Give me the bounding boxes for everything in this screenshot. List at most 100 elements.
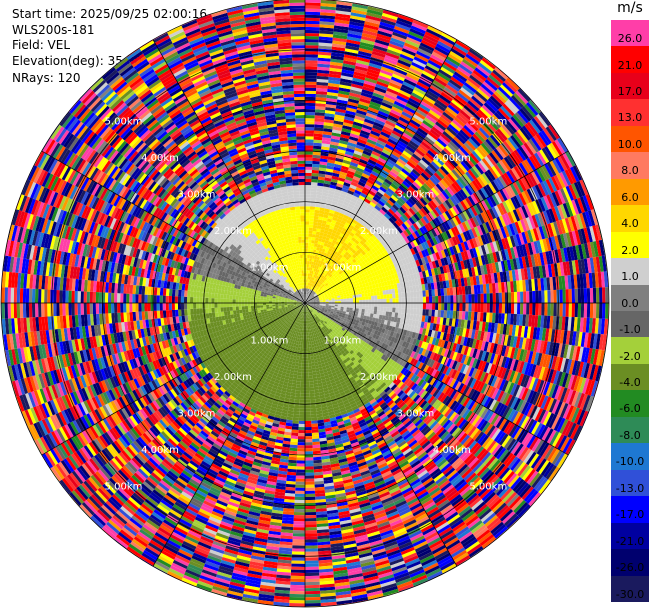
range-gate: [312, 255, 316, 259]
range-gate: [444, 303, 448, 311]
range-gate: [316, 78, 329, 83]
range-gate: [313, 258, 317, 263]
range-gate: [311, 274, 315, 278]
range-gate: [355, 308, 359, 312]
range-gate: [341, 162, 350, 168]
range-gate: [562, 289, 566, 303]
range-gate: [374, 306, 378, 311]
range-gate: [328, 228, 334, 233]
range-gate: [318, 238, 323, 242]
range-gate: [305, 297, 307, 301]
range-gate: [334, 16, 351, 22]
range-gate: [355, 294, 359, 298]
range-gate: [413, 297, 417, 303]
range-gate: [317, 219, 323, 224]
range-gate: [351, 156, 361, 162]
range-gate: [323, 230, 329, 235]
range-gate: [305, 270, 307, 274]
range-gate: [544, 303, 548, 316]
range-gate: [320, 241, 325, 246]
range-gate: [324, 116, 335, 121]
range-gate: [318, 213, 324, 218]
range-gate: [329, 147, 338, 152]
range-gate: [371, 303, 375, 307]
range-gate: [389, 40, 404, 49]
range-gate: [459, 303, 463, 312]
range-gate: [314, 275, 318, 279]
range-gate: [316, 244, 321, 248]
range-gate: [373, 310, 378, 315]
range-gate: [462, 294, 466, 303]
range-gate: [602, 303, 606, 319]
range-gate: [320, 251, 325, 256]
range-gate: [305, 145, 314, 149]
range-gate: [311, 270, 314, 275]
range-gate: [317, 241, 322, 245]
range-gate: [309, 289, 311, 293]
range-gate: [326, 243, 331, 248]
range-gate: [529, 291, 533, 303]
range-gate: [310, 273, 313, 278]
range-gate: [307, 282, 310, 286]
range-gate: [362, 124, 373, 131]
range-gate: [328, 187, 336, 192]
range-gate: [513, 291, 518, 303]
elevation: Elevation(deg): 35.00: [12, 54, 142, 68]
range-gate: [309, 258, 313, 262]
range-gate: [316, 194, 323, 199]
range-gate: [354, 65, 368, 72]
range-gate: [388, 43, 403, 51]
range-gate: [336, 102, 348, 108]
range-gate: [396, 17, 413, 26]
range-gate: [352, 124, 363, 131]
range-gate: [547, 303, 551, 316]
range-gate: [320, 204, 326, 209]
range-gate: [452, 310, 457, 319]
range-gate: [586, 288, 591, 303]
range-gate: [398, 292, 402, 299]
range-gate: [359, 41, 375, 49]
range-gate: [395, 303, 399, 308]
range-gate: [323, 183, 331, 188]
range-gate: [422, 303, 427, 310]
range-gate: [323, 211, 330, 216]
range-gate: [316, 228, 321, 233]
range-gate: [589, 287, 594, 303]
range-gate: [349, 92, 361, 98]
range-gate: [347, 33, 362, 39]
range-gate: [327, 156, 336, 161]
range-gate: [343, 54, 358, 60]
range-gate: [320, 12, 336, 17]
range-gate: [314, 237, 319, 242]
range-gate: [316, 84, 328, 89]
range-gate: [520, 303, 524, 315]
range-gate: [370, 53, 385, 61]
range-gate: [336, 218, 342, 223]
range-gate: [343, 119, 354, 125]
range-gate: [322, 134, 332, 139]
range-gate: [355, 305, 360, 309]
range-gate: [342, 184, 350, 190]
range-gate: [419, 303, 424, 310]
range-gate: [312, 280, 315, 285]
range-gate: [446, 287, 451, 296]
range-gate: [330, 61, 343, 67]
range-gate: [311, 267, 315, 272]
range-gate: [341, 72, 354, 78]
range-gate: [305, 124, 315, 128]
range-gate: [356, 300, 360, 303]
range-gate: [325, 205, 331, 210]
range-gate: [428, 296, 433, 303]
range-gate: [317, 176, 325, 181]
range-gate: [337, 96, 349, 102]
range-gate: [361, 293, 365, 298]
range-gate: [348, 164, 358, 171]
range-gate: [389, 303, 393, 308]
range-gate: [318, 257, 323, 261]
range-gate: [314, 271, 317, 276]
range-gate: [359, 44, 374, 51]
range-gate: [390, 37, 406, 46]
range-gate: [305, 181, 312, 186]
range-gate: [364, 118, 375, 125]
